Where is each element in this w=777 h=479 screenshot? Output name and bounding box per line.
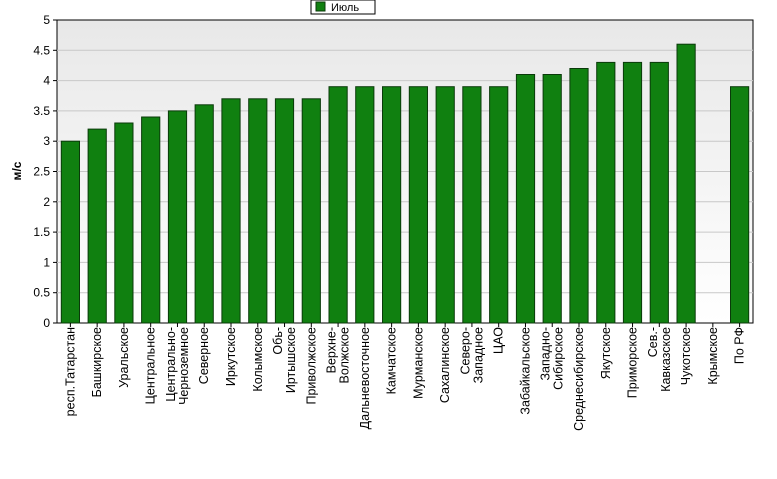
legend-label: Июль bbox=[331, 2, 359, 14]
x-category-label: ЦАО bbox=[492, 327, 506, 354]
x-category-label: Кавказское bbox=[659, 327, 673, 392]
x-category-label: Приволжское bbox=[304, 327, 318, 405]
bar bbox=[489, 86, 509, 324]
bar bbox=[730, 86, 750, 324]
x-category-label: Центральное bbox=[144, 327, 158, 404]
y-tick-label: 0 bbox=[43, 316, 50, 330]
bar bbox=[60, 140, 80, 324]
x-category-label: Уральское bbox=[117, 327, 131, 388]
y-tick-label: 2 bbox=[43, 195, 50, 209]
legend-box bbox=[310, 0, 376, 15]
bar bbox=[622, 61, 643, 324]
bars bbox=[60, 43, 750, 324]
y-tick-label: 4.5 bbox=[33, 43, 50, 57]
y-tick-label: 5 bbox=[43, 13, 50, 27]
bar bbox=[221, 98, 241, 324]
legend-swatch bbox=[315, 1, 326, 12]
y-tick-label: 4 bbox=[43, 74, 50, 88]
x-category-label: Чукотское bbox=[679, 327, 693, 385]
x-category-label: Приморское bbox=[626, 327, 640, 398]
x-category-label: Северо- bbox=[458, 327, 472, 375]
bar bbox=[114, 122, 134, 324]
y-tick-label: 3 bbox=[43, 134, 50, 148]
bar bbox=[248, 98, 268, 324]
bar bbox=[462, 86, 482, 324]
bar bbox=[301, 98, 321, 324]
x-category-label: Западное bbox=[471, 327, 485, 383]
bar bbox=[515, 74, 536, 324]
x-category-label: Верхне- bbox=[325, 327, 339, 373]
bar bbox=[382, 86, 402, 324]
x-category-label: По РФ bbox=[733, 327, 747, 364]
bar bbox=[649, 61, 669, 324]
x-category-label: Башкирское bbox=[90, 327, 104, 397]
x-category-label: Иртышское bbox=[284, 327, 298, 393]
x-axis-labels: респ.Татарстан Башкирское Уральское Централ… bbox=[63, 323, 747, 431]
y-tick-label: 0.5 bbox=[33, 286, 50, 300]
x-category-label: Сев.- bbox=[646, 327, 660, 357]
bar bbox=[408, 86, 428, 324]
y-tick-label: 1.5 bbox=[33, 225, 50, 239]
x-category-label: Обь- bbox=[271, 327, 285, 355]
bar bbox=[87, 128, 107, 324]
x-category-label: Волжское bbox=[338, 327, 352, 383]
x-category-label: Камчатское bbox=[385, 327, 399, 394]
bar bbox=[435, 86, 455, 324]
x-category-label: Якутское bbox=[599, 327, 613, 379]
x-category-label: Сибирское bbox=[552, 327, 566, 390]
y-axis-ticks: 0 0.5 1 1.5 2 2.5 3 3.5 4 4.5 5 bbox=[33, 13, 57, 330]
x-category-label: респ.Татарстан bbox=[63, 327, 77, 416]
x-category-label: Западно- bbox=[539, 327, 553, 381]
bar bbox=[194, 104, 214, 324]
x-category-label: Дальневосточное bbox=[358, 327, 372, 429]
y-tick-label: 1 bbox=[43, 255, 50, 269]
x-category-label: Колымское bbox=[251, 327, 265, 392]
bar bbox=[355, 86, 375, 324]
bar bbox=[542, 74, 562, 324]
x-category-label: Центрально- bbox=[164, 327, 178, 402]
bar bbox=[141, 116, 161, 324]
y-tick-label: 3.5 bbox=[33, 104, 50, 118]
bar bbox=[274, 98, 295, 324]
x-category-label: Иркутское bbox=[224, 327, 238, 386]
y-axis-title: м/с bbox=[10, 161, 24, 180]
bar bbox=[676, 43, 696, 324]
bar bbox=[167, 110, 188, 324]
y-tick-label: 2.5 bbox=[33, 165, 50, 179]
x-category-label: Черноземное bbox=[177, 327, 191, 405]
x-category-label: Забайкальское bbox=[519, 327, 533, 415]
bar bbox=[569, 68, 589, 324]
bar bbox=[328, 86, 348, 324]
x-category-label: Среднесибирское bbox=[572, 327, 586, 431]
x-category-label: Сахалинское bbox=[438, 327, 452, 403]
bar bbox=[596, 61, 616, 324]
x-category-label: Крымское bbox=[706, 327, 720, 385]
legend: Июль bbox=[310, 0, 376, 15]
x-category-label: Мурманское bbox=[411, 327, 425, 399]
x-category-label: Северное bbox=[197, 327, 211, 384]
